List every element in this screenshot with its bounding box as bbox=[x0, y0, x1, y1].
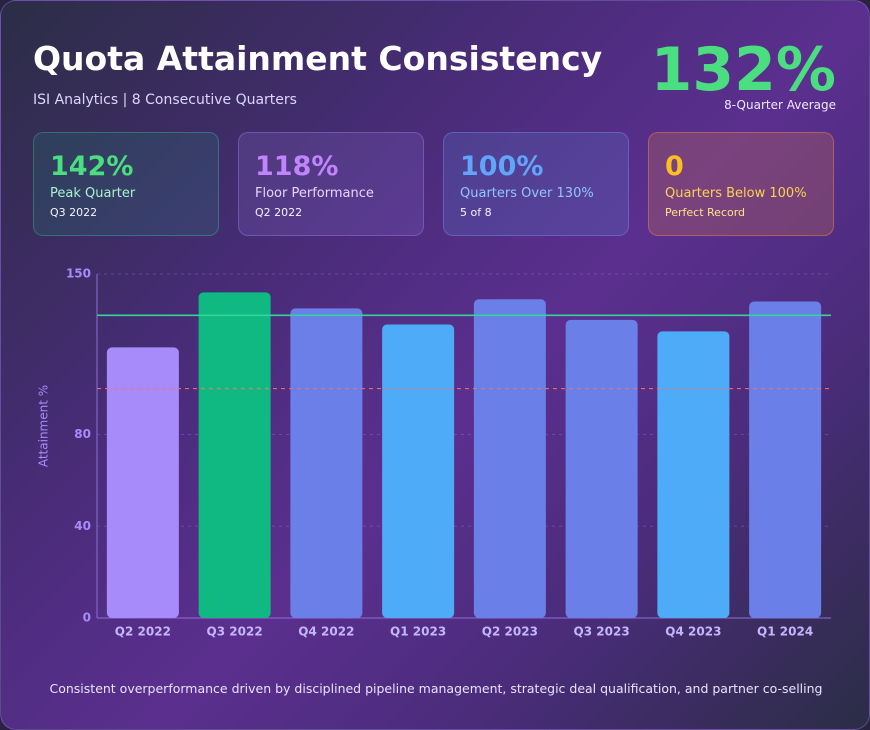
y-tick-label: 80 bbox=[74, 427, 91, 441]
bar bbox=[382, 324, 455, 618]
y-tick-label: 150 bbox=[66, 267, 91, 281]
kpi-value: 0 bbox=[665, 151, 684, 182]
kpi-card: 0 Quarters Below 100% Perfect Record bbox=[648, 132, 834, 236]
y-axis-label: Attainment % bbox=[37, 385, 51, 467]
bar bbox=[473, 299, 546, 618]
title: Quota Attainment Consistency bbox=[33, 39, 603, 78]
bar bbox=[106, 347, 179, 618]
kpi-detail: Q3 2022 bbox=[50, 206, 98, 219]
bar bbox=[657, 331, 730, 618]
bar bbox=[565, 319, 638, 618]
bar bbox=[290, 308, 363, 618]
kpi-card: 142% Peak Quarter Q3 2022 bbox=[33, 132, 219, 236]
y-tick-label: 40 bbox=[74, 519, 91, 533]
x-tick-label: Q2 2023 bbox=[482, 625, 538, 639]
x-tick-label: Q4 2023 bbox=[665, 625, 721, 639]
x-tick-label: Q2 2022 bbox=[115, 625, 171, 639]
kpi-label: Peak Quarter bbox=[50, 186, 136, 201]
kpi-label: Quarters Over 130% bbox=[460, 186, 594, 201]
chart: 0 40 80 150 Attainment % Q2 2022 Q3 2022 Q4 202… bbox=[37, 267, 831, 639]
kpi-label: Floor Performance bbox=[255, 186, 374, 201]
kpi-value: 100% bbox=[460, 151, 544, 182]
x-tick-label: Q1 2024 bbox=[757, 625, 813, 639]
footer-note: Consistent overperformance driven by dis… bbox=[49, 681, 823, 696]
kpi-label: Quarters Below 100% bbox=[665, 186, 807, 201]
kpi-detail: 5 of 8 bbox=[460, 206, 492, 219]
kpi-value: 118% bbox=[255, 151, 339, 182]
kpi-card: 118% Floor Performance Q2 2022 bbox=[238, 132, 424, 236]
bar bbox=[749, 301, 822, 618]
bar bbox=[198, 292, 271, 618]
kpi-card: 100% Quarters Over 130% 5 of 8 bbox=[443, 132, 629, 236]
kpi-detail: Q2 2022 bbox=[255, 206, 303, 219]
subtitle: ISI Analytics | 8 Consecutive Quarters bbox=[33, 92, 297, 108]
headline-value: 132% bbox=[650, 35, 836, 105]
x-tick-label: Q4 2022 bbox=[298, 625, 354, 639]
kpi-detail: Perfect Record bbox=[665, 206, 746, 219]
kpi-value: 142% bbox=[50, 151, 134, 182]
y-tick-label: 0 bbox=[83, 611, 91, 625]
x-tick-label: Q3 2022 bbox=[207, 625, 263, 639]
x-tick-label: Q3 2023 bbox=[574, 625, 630, 639]
x-tick-label: Q1 2023 bbox=[390, 625, 446, 639]
headline-label: 8-Quarter Average bbox=[724, 98, 836, 112]
